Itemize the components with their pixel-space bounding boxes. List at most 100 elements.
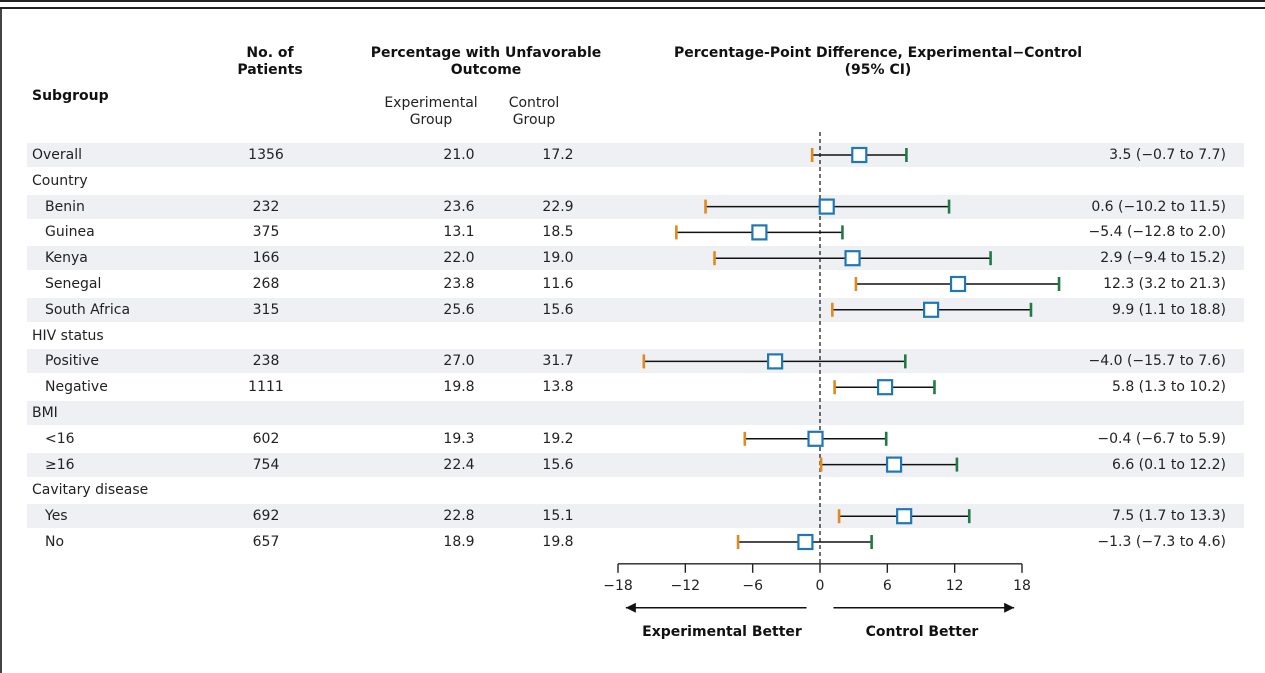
header-difference: Percentage-Point Difference, Experimenta… [596, 45, 1160, 79]
table-row: <16 602 19.3 19.2 −0.4 (−6.7 to 5.9) [27, 427, 1244, 451]
control-percentage: 13.8 [542, 379, 574, 396]
table-row: Yes 692 22.8 15.1 7.5 (1.7 to 13.3) [27, 504, 1244, 529]
table-row: HIV status [27, 324, 1244, 348]
subgroup-label: Positive [45, 353, 99, 370]
table-row: Kenya 166 22.0 19.0 2.9 (−9.4 to 15.2) [27, 246, 1244, 271]
point-estimate [922, 301, 940, 318]
control-percentage: 19.0 [542, 250, 574, 267]
x-tick-label: −18 [603, 578, 633, 594]
experimental-percentage: 22.8 [443, 508, 475, 525]
subgroup-label: Benin [45, 198, 85, 215]
difference-ci-text: 12.3 (3.2 to 21.3) [1103, 276, 1226, 292]
table-row: No 657 18.9 19.8 −1.3 (−7.3 to 4.6) [27, 530, 1244, 554]
patient-count: 232 [252, 198, 280, 215]
experimental-percentage: 27.0 [443, 353, 475, 370]
control-percentage: 19.8 [542, 534, 574, 550]
subgroup-label: <16 [45, 430, 75, 447]
control-percentage: 22.9 [542, 198, 574, 215]
patient-count: 754 [252, 456, 280, 473]
subgroup-label: ≥16 [45, 456, 75, 473]
table-row: Negative 1111 19.8 13.8 5.8 (1.3 to 10.2) [27, 375, 1244, 399]
patient-count: 1111 [248, 379, 284, 396]
point-estimate [949, 275, 967, 293]
control-percentage: 17.2 [542, 147, 574, 163]
difference-ci-text: 0.6 (−10.2 to 11.5) [1091, 198, 1226, 215]
header-difference-title: Percentage-Point Difference, Experimenta… [673, 45, 1083, 61]
control-percentage: 18.5 [542, 224, 574, 241]
subgroup-label: Cavitary disease [32, 482, 149, 499]
subgroup-label: Overall [32, 147, 83, 163]
x-tick-label: 6 [883, 578, 892, 594]
top-rule [0, 0, 1265, 2]
subgroup-label: Country [32, 172, 88, 189]
experimental-percentage: 22.0 [443, 250, 475, 267]
control-better-label: Control Better [866, 624, 979, 640]
subgroup-label: HIV status [32, 327, 104, 344]
table-row: ≥16 754 22.4 15.6 6.6 (0.1 to 12.2) [27, 452, 1244, 477]
control-percentage: 19.2 [542, 430, 574, 447]
point-estimate [797, 533, 814, 551]
difference-ci-text: −5.4 (−12.8 to 2.0) [1088, 224, 1227, 241]
experimental-percentage: 21.0 [443, 147, 475, 163]
experimental-percentage: 19.8 [443, 379, 475, 396]
experimental-percentage: 25.6 [443, 301, 475, 318]
patient-count: 166 [252, 250, 280, 267]
point-estimate [844, 250, 861, 267]
point-estimate [818, 198, 835, 215]
header-patients: No. of Patients [237, 45, 303, 78]
subgroup-label: Yes [45, 508, 68, 525]
subgroup-label: No [45, 534, 65, 550]
difference-ci-text: 9.9 (1.1 to 18.8) [1111, 301, 1226, 318]
table-row: Senegal 268 23.8 11.6 12.3 (3.2 to 21.3) [27, 272, 1244, 296]
x-tick-label: 18 [1013, 578, 1031, 594]
patient-count: 268 [252, 276, 280, 292]
experimental-better-label: Experimental Better [642, 624, 802, 640]
difference-ci-text: −4.0 (−15.7 to 7.6) [1088, 353, 1227, 370]
patient-count: 657 [252, 534, 280, 550]
header-percentage: Percentage with Unfavorable Outcome [370, 45, 602, 78]
patient-count: 602 [252, 430, 280, 447]
difference-ci-text: −1.3 (−7.3 to 4.6) [1097, 534, 1226, 550]
header-subgroup: Subgroup [32, 88, 109, 104]
table-row: Country [27, 169, 1244, 193]
difference-ci-text: 7.5 (1.7 to 13.3) [1111, 508, 1226, 525]
table-row: Overall 1356 21.0 17.2 3.5 (−0.7 to 7.7) [27, 143, 1244, 167]
top-rule-inner [0, 7, 1265, 9]
control-percentage: 15.1 [542, 508, 574, 525]
subgroup-label: Senegal [45, 276, 102, 292]
subgroup-label: Kenya [45, 250, 88, 267]
header-control-group: Control Group [508, 95, 560, 128]
subgroup-label: Guinea [45, 224, 95, 241]
left-rule [0, 9, 2, 673]
table-row: Cavitary disease [27, 478, 1244, 502]
difference-ci-text: −0.4 (−6.7 to 5.9) [1097, 430, 1226, 447]
point-estimate [885, 456, 903, 473]
point-estimate [876, 379, 894, 396]
control-percentage: 31.7 [542, 353, 574, 370]
difference-ci-text: 3.5 (−0.7 to 7.7) [1109, 147, 1226, 163]
experimental-percentage: 18.9 [443, 534, 475, 550]
table-row: Positive 238 27.0 31.7 −4.0 (−15.7 to 7.6) [27, 349, 1244, 374]
x-tick-label: 12 [946, 578, 964, 594]
table-row: BMI [27, 401, 1244, 425]
point-estimate [896, 508, 913, 525]
subgroup-label: BMI [32, 405, 58, 421]
patient-count: 375 [252, 224, 280, 241]
control-percentage: 15.6 [542, 456, 574, 473]
point-estimate [751, 224, 768, 241]
header-difference-ci: (95% CI) [844, 62, 912, 78]
arrow-control-better-head [1004, 602, 1015, 613]
patient-count: 1356 [248, 147, 284, 163]
subgroup-label: South Africa [45, 301, 131, 318]
table-row: South Africa 315 25.6 15.6 9.9 (1.1 to 18.8) [27, 297, 1244, 322]
point-estimate [807, 430, 824, 447]
patient-count: 238 [252, 353, 280, 370]
experimental-percentage: 23.6 [443, 198, 475, 215]
table-row: Guinea 375 13.1 18.5 −5.4 (−12.8 to 2.0) [27, 220, 1244, 244]
experimental-percentage: 13.1 [443, 224, 475, 241]
subgroup-label: Negative [45, 379, 108, 396]
experimental-percentage: 19.3 [443, 430, 475, 447]
x-tick-label: −6 [742, 578, 763, 594]
